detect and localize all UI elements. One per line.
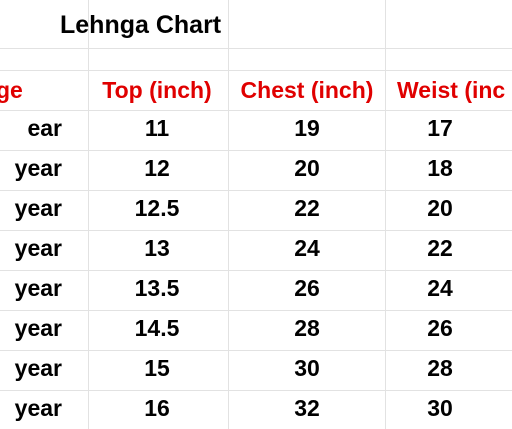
table-cell: 14.5 <box>134 315 180 341</box>
table-cell: 19 <box>294 115 320 141</box>
table-cell: 28 <box>427 355 453 381</box>
row-line <box>0 190 512 191</box>
table-cell: 15 <box>144 355 170 381</box>
column-header: ge <box>0 77 23 103</box>
table-cell: 32 <box>294 395 320 421</box>
column-header: Chest (inch) <box>240 77 374 103</box>
row-line <box>0 230 512 231</box>
table-cell: 12.5 <box>134 195 180 221</box>
table-cell: 24 <box>427 275 453 301</box>
table-cell: year <box>14 235 62 261</box>
table-cell: 24 <box>294 235 320 261</box>
column-header: Top (inch) <box>102 77 212 103</box>
row-line <box>0 350 512 351</box>
table-cell: 18 <box>427 155 453 181</box>
row-line <box>0 48 512 49</box>
table-cell: 20 <box>427 195 453 221</box>
table-cell: 13.5 <box>134 275 180 301</box>
table-cell: 20 <box>294 155 320 181</box>
table-cell: 13 <box>144 235 170 261</box>
table-cell: year <box>14 195 62 221</box>
row-line <box>0 110 512 111</box>
table-cell: 12 <box>144 155 170 181</box>
row-line <box>0 270 512 271</box>
table-cell: 26 <box>294 275 320 301</box>
row-line <box>0 70 512 71</box>
table-cell: year <box>14 315 62 341</box>
table-cell: 17 <box>427 115 453 141</box>
row-line <box>0 390 512 391</box>
column-line <box>88 0 89 429</box>
table-cell: 26 <box>427 315 453 341</box>
table-cell: 22 <box>427 235 453 261</box>
table-cell: 16 <box>144 395 170 421</box>
table-cell: 22 <box>294 195 320 221</box>
table-cell: year <box>14 355 62 381</box>
title: Lehnga Chart <box>60 11 222 39</box>
table-cell: ear <box>27 115 62 141</box>
row-line <box>0 310 512 311</box>
table-cell: 28 <box>294 315 320 341</box>
table-cell: year <box>14 395 62 421</box>
column-header: Weist (inc <box>397 77 506 103</box>
table-cell: 30 <box>294 355 320 381</box>
table-cell: 11 <box>144 115 170 141</box>
table-cell: 30 <box>427 395 453 421</box>
column-line <box>228 0 229 429</box>
table-cell: year <box>14 275 62 301</box>
table-cell: year <box>14 155 62 181</box>
column-line <box>385 0 386 429</box>
row-line <box>0 150 512 151</box>
